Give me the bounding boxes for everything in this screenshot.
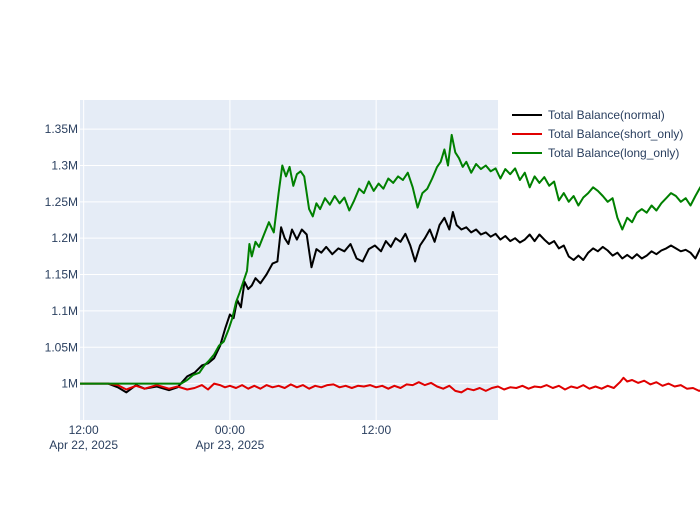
series-line-2 [80,133,700,385]
x-tick-label: 12:00 [361,423,391,437]
y-tick-label: 1.15M [45,268,78,282]
legend-item[interactable]: Total Balance(normal) [512,108,665,122]
series-layer [80,133,700,394]
x-tick-date-label: Apr 23, 2025 [196,438,265,452]
series-line-0 [80,211,700,394]
x-tick-label: 12:00 [69,423,99,437]
legend-label: Total Balance(normal) [548,108,665,122]
y-tick-label: 1M [61,377,78,391]
y-tick-label: 1.05M [45,340,78,354]
y-tick-label: 1.35M [45,122,78,136]
y-tick-label: 1.3M [51,158,78,172]
legend-label: Total Balance(long_only) [548,146,679,160]
x-tick-label: 00:00 [215,423,245,437]
y-tick-label: 1.1M [51,304,78,318]
y-tick-label: 1.2M [51,231,78,245]
y-axis: 1M 1.05M 1.1M 1.15M 1.2M 1.25M 1.3M 1.35M [45,122,78,391]
x-tick-date-label: Apr 22, 2025 [49,438,118,452]
legend-item[interactable]: Total Balance(long_only) [512,146,679,160]
legend-item[interactable]: Total Balance(short_only) [512,127,683,141]
y-tick-label: 1.25M [45,195,78,209]
legend[interactable]: Total Balance(normal) Total Balance(short… [512,108,683,160]
legend-label: Total Balance(short_only) [548,127,683,141]
series-line-1 [80,376,700,394]
plot-background [80,100,498,420]
